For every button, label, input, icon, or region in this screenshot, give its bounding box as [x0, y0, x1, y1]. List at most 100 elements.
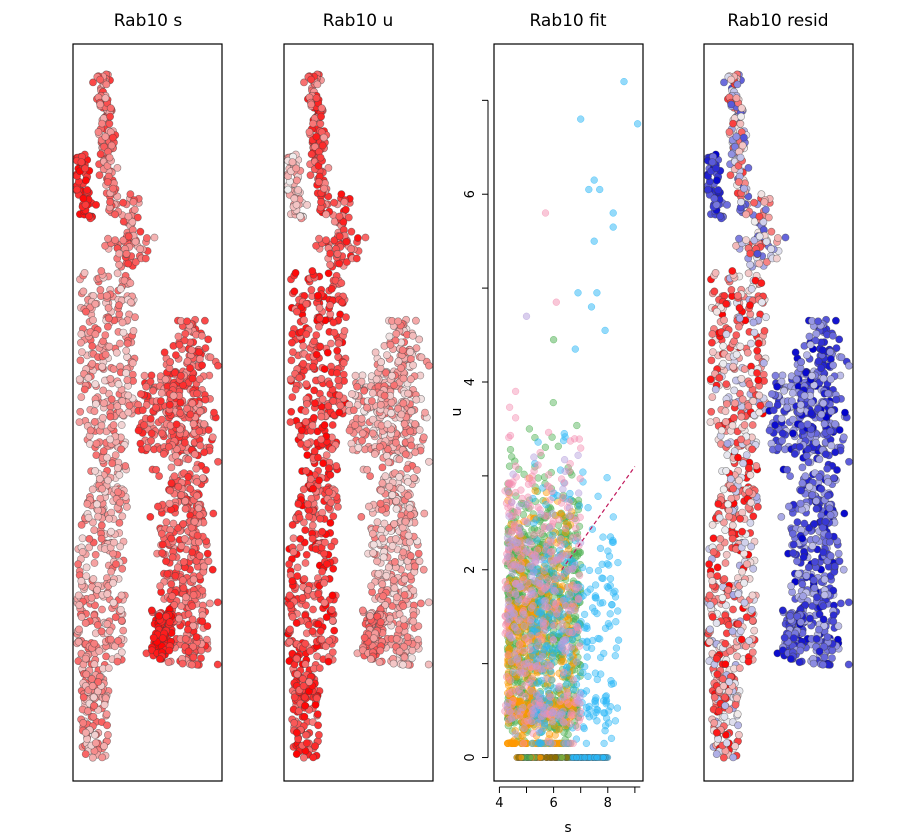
cell-point	[112, 560, 120, 568]
cell-point	[106, 104, 115, 113]
panel-rab10-s: Rab10 s	[72, 11, 223, 782]
cell-point	[585, 566, 594, 575]
cell-point	[395, 472, 404, 481]
cell-point	[97, 534, 106, 543]
cell-point	[308, 534, 317, 543]
cell-point	[109, 421, 118, 429]
cell-point	[101, 132, 110, 141]
cell-point	[147, 606, 156, 615]
cell-point	[394, 317, 402, 326]
cell-point	[173, 563, 182, 572]
cell-point	[409, 361, 417, 370]
cell-point	[189, 419, 198, 428]
cell-point	[93, 500, 101, 509]
cell-point	[210, 408, 218, 417]
cell-point	[91, 330, 100, 339]
cell-point	[318, 527, 326, 536]
cell-point	[314, 178, 323, 186]
cell-point	[158, 540, 167, 549]
cell-point	[404, 477, 412, 486]
cell-point	[330, 626, 339, 635]
cell-point	[392, 593, 401, 602]
cell-point	[105, 153, 114, 162]
cell-point	[294, 735, 302, 743]
cell-point	[188, 374, 197, 383]
cell-point	[184, 472, 193, 481]
cell-point	[119, 198, 127, 207]
cell-point	[406, 375, 415, 384]
cell-point	[378, 534, 387, 543]
cell-point	[106, 635, 115, 644]
cell-point	[183, 357, 192, 366]
cell-point	[158, 634, 167, 643]
cell-point	[311, 742, 319, 751]
cell-point	[105, 119, 114, 128]
cell-point	[113, 163, 122, 172]
cell-point	[292, 728, 301, 737]
cell-point	[76, 407, 85, 416]
cell-point	[95, 647, 104, 655]
cell-point	[302, 739, 311, 747]
cell-point	[83, 735, 91, 743]
cell-point	[587, 644, 596, 653]
cell-point	[177, 491, 186, 499]
cell-point	[117, 421, 126, 429]
cell-point	[304, 621, 313, 629]
cell-point	[169, 519, 178, 528]
cell-point	[179, 520, 188, 528]
cell-point	[124, 212, 133, 221]
cell-point	[414, 549, 423, 558]
cell-point	[91, 466, 99, 475]
cell-point	[123, 502, 131, 511]
cell-point	[93, 621, 102, 629]
cell-point	[157, 429, 166, 438]
cell-point	[391, 535, 400, 543]
cell-point	[564, 615, 573, 624]
cell-point	[347, 227, 356, 236]
cell-point	[122, 249, 131, 258]
cell-point	[78, 348, 86, 356]
cell-point	[410, 562, 419, 571]
cell-point	[403, 464, 412, 473]
cell-point	[330, 198, 338, 207]
cell-point	[370, 450, 379, 458]
cell-point	[181, 329, 190, 338]
cell-point	[106, 435, 114, 444]
cell-point	[195, 348, 204, 356]
cell-point	[103, 721, 111, 730]
cell-point	[369, 540, 378, 549]
cell-point	[329, 564, 338, 573]
cell-point	[326, 249, 335, 258]
cell-point	[189, 591, 198, 599]
cell-point	[99, 386, 108, 395]
cell-point	[287, 356, 296, 365]
cell-point	[186, 364, 194, 372]
cell-point	[295, 513, 304, 522]
cell-point	[313, 291, 322, 300]
cell-point	[128, 359, 137, 367]
point-layer	[501, 77, 642, 761]
cell-point	[358, 606, 367, 615]
cell-point	[579, 468, 587, 476]
cell-point	[320, 184, 328, 193]
cell-point	[293, 670, 302, 679]
cell-point	[596, 544, 605, 553]
cell-point	[86, 426, 95, 435]
cell-point	[319, 133, 328, 142]
cell-point	[397, 410, 406, 419]
cell-point	[299, 342, 308, 350]
cell-point	[316, 342, 325, 351]
cell-point	[371, 348, 380, 357]
cell-point	[205, 599, 214, 608]
cell-point	[117, 445, 125, 454]
cell-point	[193, 531, 202, 540]
cell-point	[313, 80, 322, 89]
cell-point	[111, 613, 120, 622]
cell-point	[89, 575, 98, 583]
cell-point	[82, 176, 90, 185]
cell-point	[606, 575, 615, 583]
cell-point	[288, 577, 297, 585]
cell-point	[152, 465, 161, 474]
cell-point	[84, 513, 93, 522]
cell-point	[366, 612, 374, 620]
